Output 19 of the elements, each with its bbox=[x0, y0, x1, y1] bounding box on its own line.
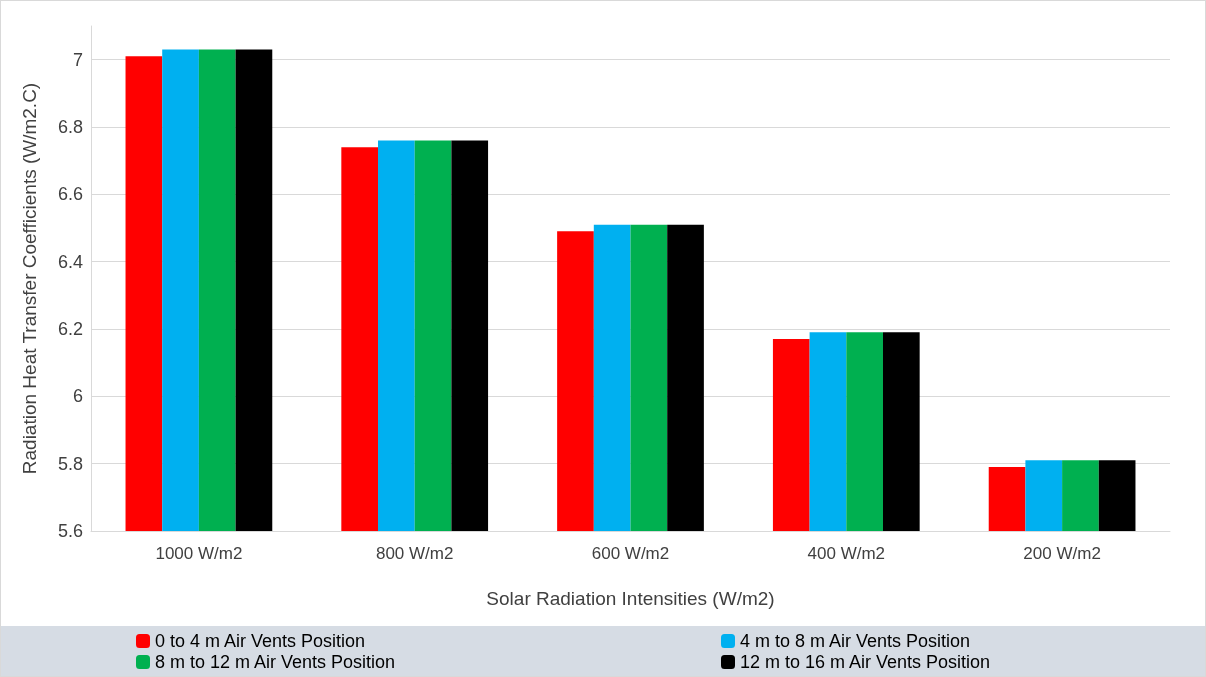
legend-label: 12 m to 16 m Air Vents Position bbox=[740, 652, 991, 672]
y-tick-label: 6 bbox=[72, 386, 83, 407]
x-tick-label: 400 W/m2 bbox=[807, 544, 886, 563]
x-tick-label: 800 W/m2 bbox=[375, 544, 454, 563]
x-axis-title: Solar Radiation Intensities (W/m2) bbox=[486, 588, 775, 609]
y-tick-label: 6.2 bbox=[57, 319, 83, 339]
y-axis-title: Radiation Heat Transfer Coefficients (W/m2.C) bbox=[19, 82, 40, 475]
legend-label: 8 m to 12 m Air Vents Position bbox=[155, 652, 396, 672]
x-tick-label: 1000 W/m2 bbox=[155, 544, 243, 563]
legend-label: 0 to 4 m Air Vents Position bbox=[155, 631, 366, 651]
x-tick-label: 600 W/m2 bbox=[591, 544, 670, 563]
y-tick-label: 5.8 bbox=[57, 453, 83, 474]
y-tick-label: 6.8 bbox=[57, 117, 83, 137]
y-tick-label: 5.6 bbox=[57, 521, 83, 541]
y-tick-label: 6.4 bbox=[57, 251, 83, 272]
x-tick-label: 200 W/m2 bbox=[1023, 544, 1101, 563]
y-tick-label: 7 bbox=[72, 49, 83, 70]
y-tick-label: 6.6 bbox=[57, 184, 83, 205]
legend-label: 4 m to 8 m Air Vents Position bbox=[740, 631, 971, 651]
